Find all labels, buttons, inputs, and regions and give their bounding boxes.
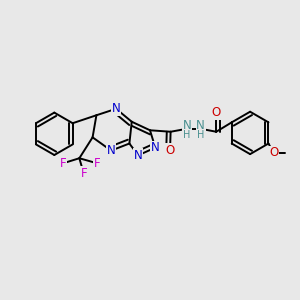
Text: N: N [112, 102, 121, 115]
Text: F: F [94, 157, 100, 170]
Text: H: H [197, 130, 204, 140]
Text: F: F [80, 167, 87, 180]
Text: F: F [60, 157, 67, 170]
Text: N: N [182, 119, 191, 132]
Text: N: N [151, 141, 160, 154]
Text: O: O [165, 144, 175, 157]
Text: N: N [107, 144, 116, 157]
Text: O: O [212, 106, 221, 119]
Text: N: N [196, 119, 205, 132]
Text: O: O [269, 146, 278, 159]
Text: N: N [134, 149, 142, 162]
Text: H: H [183, 130, 190, 140]
